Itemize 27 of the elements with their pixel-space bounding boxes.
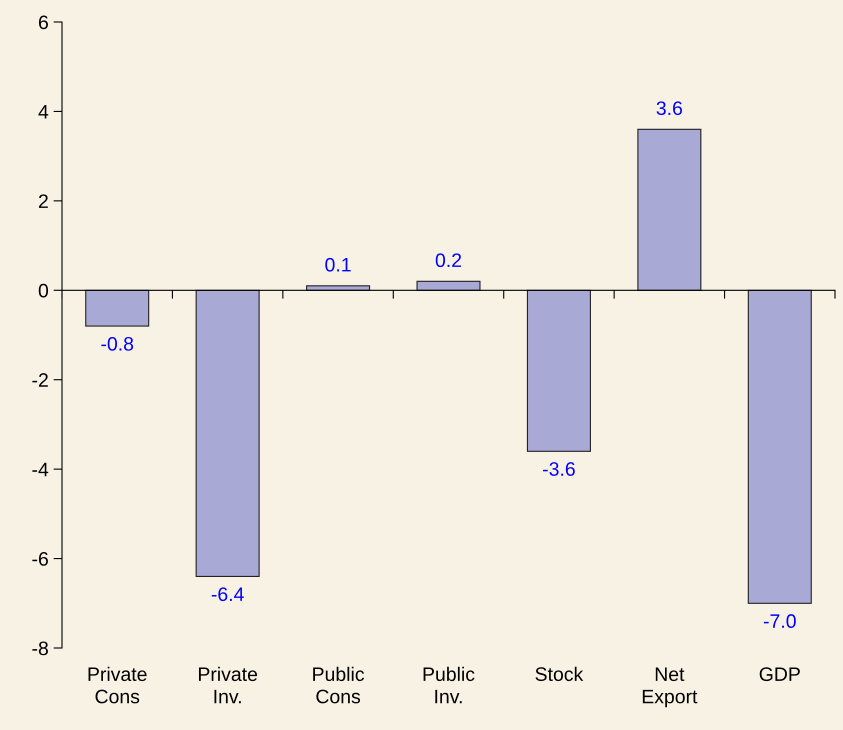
bar [526,290,591,452]
y-tick-label: -8 [32,641,48,656]
x-tick-label: Public Cons [313,666,364,704]
x-tick-label: Private Cons [88,666,147,704]
bar [748,290,812,604]
x-tick-label: Net Export [642,667,698,708]
x-tick-label: GDP [760,667,800,682]
data-label: 0.2 [436,253,462,268]
y-tick-label: -2 [32,373,48,387]
bar [637,128,702,291]
data-label: 0.1 [325,258,351,272]
data-label: -7.0 [764,614,796,628]
y-tick-label: 2 [38,194,48,208]
data-label: -3.6 [543,462,575,476]
x-tick-label: Private Inv. [198,666,258,704]
bar [196,290,260,578]
x-tick-label: Public Inv. [424,666,474,704]
y-tick-label: -6 [32,552,48,566]
y-tick-label: 6 [38,15,48,30]
y-tick-label: 4 [38,105,48,118]
x-tick-label: Stock [536,666,584,682]
data-label: -6.4 [212,587,244,602]
data-label: -0.8 [101,336,134,351]
y-tick-label: -4 [32,462,48,476]
bar [85,290,150,327]
y-tick-label: 0 [38,284,48,298]
data-label: 3.6 [656,101,682,116]
